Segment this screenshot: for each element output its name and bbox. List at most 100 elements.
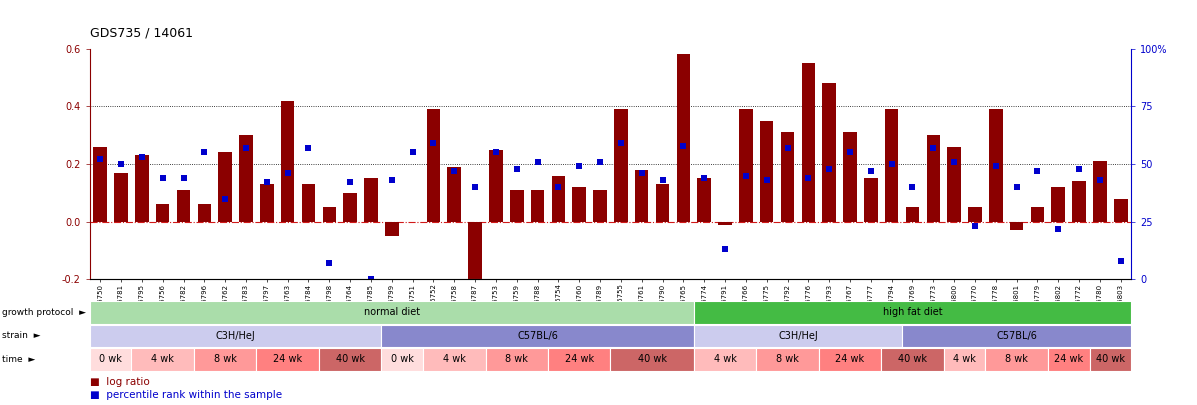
Point [965,223,984,230]
Point [632,170,651,177]
Bar [344,193,357,222]
Bar [634,170,649,222]
Point [91,156,110,163]
Bar [943,348,985,371]
Bar [926,135,940,222]
Bar [1010,222,1023,230]
Text: 0 wk: 0 wk [390,354,414,364]
Bar [1031,207,1044,222]
Bar [490,149,503,222]
Point [757,177,776,183]
Text: 4 wk: 4 wk [443,354,466,364]
Point [215,196,235,202]
Bar [382,325,694,347]
Text: strain  ►: strain ► [2,331,41,341]
Bar [548,348,610,371]
Text: 8 wk: 8 wk [505,354,528,364]
Text: 24 wk: 24 wk [1055,354,1083,364]
Bar [610,348,694,371]
Point [111,161,130,167]
Text: 24 wk: 24 wk [836,354,864,364]
Bar [968,207,982,222]
Point [674,142,693,149]
Bar [510,190,523,222]
Text: ■  log ratio: ■ log ratio [90,377,150,387]
Point [528,158,547,165]
Point [861,168,880,174]
Bar [448,167,461,222]
Bar [1051,187,1065,222]
Point [944,158,964,165]
Text: 8 wk: 8 wk [1005,354,1028,364]
Text: ■  percentile rank within the sample: ■ percentile rank within the sample [90,390,282,400]
Bar [698,179,711,222]
Bar [93,147,107,222]
Text: normal diet: normal diet [364,307,420,318]
Bar [198,205,211,222]
Bar [132,348,194,371]
Text: C57BL/6: C57BL/6 [517,331,558,341]
Bar [985,348,1047,371]
Text: 4 wk: 4 wk [151,354,174,364]
Bar [194,348,256,371]
Bar [302,184,315,222]
Bar [281,100,294,222]
Point [1028,168,1047,174]
Point [778,145,797,151]
Point [153,175,172,181]
Bar [676,54,691,222]
Point [236,145,255,151]
Bar [694,301,1131,324]
Point [924,145,943,151]
Point [403,149,423,156]
Text: 24 wk: 24 wk [565,354,594,364]
Point [986,163,1005,170]
Point [278,170,297,177]
Text: 4 wk: 4 wk [953,354,976,364]
Text: time  ►: time ► [2,355,36,364]
Text: growth protocol  ►: growth protocol ► [2,308,86,317]
Bar [614,109,627,222]
Text: GDS735 / 14061: GDS735 / 14061 [90,26,193,39]
Bar [426,109,440,222]
Bar [114,173,128,222]
Point [820,165,839,172]
Bar [322,207,336,222]
Text: 0 wk: 0 wk [99,354,122,364]
Bar [1073,181,1086,222]
Bar [385,222,399,236]
Bar [802,63,815,222]
Point [1111,258,1130,264]
Text: C57BL/6: C57BL/6 [996,331,1037,341]
Bar [594,190,607,222]
Bar [1093,161,1107,222]
Point [612,140,631,147]
Text: 40 wk: 40 wk [898,354,926,364]
Text: 40 wk: 40 wk [1095,354,1125,364]
Point [486,149,505,156]
Point [694,175,713,181]
Point [320,260,339,266]
Bar [885,109,899,222]
Text: 40 wk: 40 wk [638,354,667,364]
Text: 8 wk: 8 wk [214,354,237,364]
Bar [218,153,232,222]
Bar [423,348,486,371]
Bar [1047,348,1089,371]
Bar [906,207,919,222]
Point [508,165,527,172]
Bar [843,132,857,222]
Bar [90,325,382,347]
Bar [881,348,943,371]
Point [444,168,463,174]
Point [1090,177,1110,183]
Text: 8 wk: 8 wk [776,354,798,364]
Bar [656,184,669,222]
Bar [260,184,274,222]
Point [174,175,193,181]
Point [340,179,359,186]
Point [652,177,672,183]
Bar [903,325,1131,347]
Point [570,163,589,170]
Point [299,145,318,151]
